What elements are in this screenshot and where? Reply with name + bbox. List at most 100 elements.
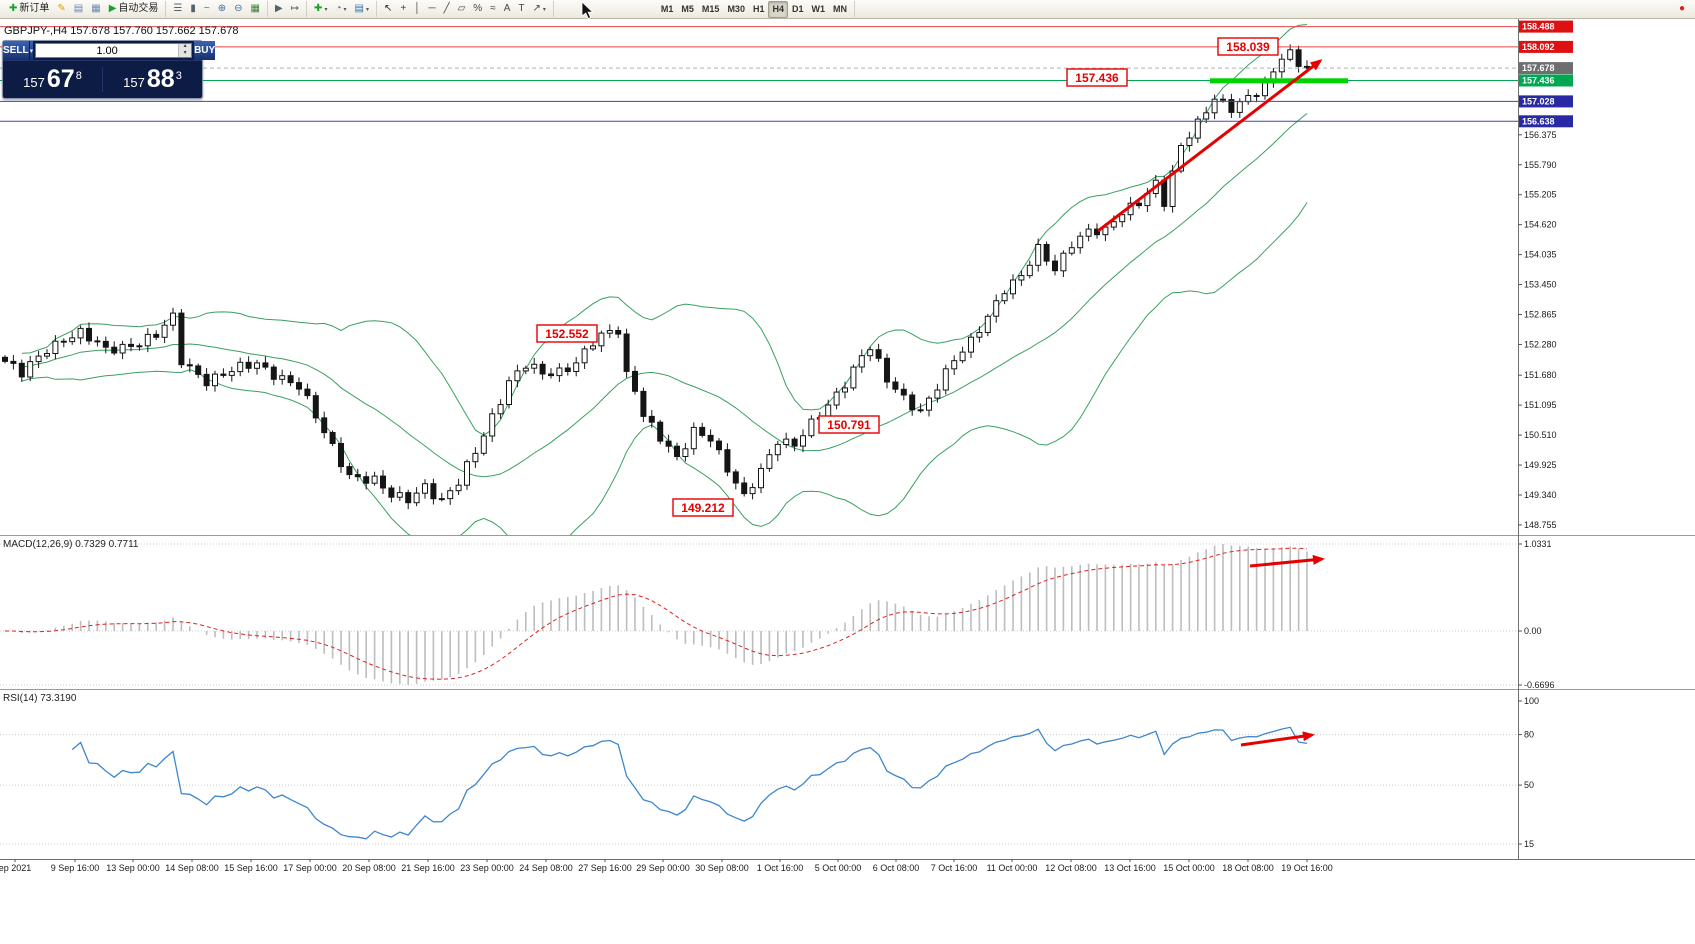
new-order-button[interactable]: ✚ 新订单 [9, 3, 50, 14]
tf-h4-button[interactable]: H4 [768, 0, 788, 18]
arrows-button[interactable]: ↗ ▾ [532, 3, 546, 14]
autotrading-button[interactable]: ▶ 自动交易 [108, 3, 159, 14]
axis-price-marker [1519, 62, 1573, 75]
axis-price-marker [1519, 40, 1573, 53]
svg-text:20 Sep 08:00: 20 Sep 08:00 [342, 863, 396, 873]
label-button[interactable]: T [518, 3, 525, 14]
svg-text:152.552: 152.552 [545, 327, 589, 341]
trendline-button[interactable]: ╱ [443, 3, 450, 14]
svg-text:157.028: 157.028 [1522, 96, 1555, 106]
channel-button[interactable]: ▱ [457, 3, 466, 14]
periods-button[interactable]: ◔ ▾ [335, 3, 347, 14]
fibonacci-button[interactable]: % [473, 3, 483, 14]
market-watch-icon[interactable]: ▦ [91, 3, 101, 14]
waves-button[interactable]: ≈ [490, 3, 496, 14]
trend-arrow[interactable] [1249, 554, 1325, 568]
tf-m30-button[interactable]: M30 [727, 3, 745, 14]
svg-text:149.925: 149.925 [1524, 460, 1557, 470]
sell-price-display[interactable]: 157 67 8 [3, 66, 102, 92]
svg-text:50: 50 [1524, 780, 1534, 790]
volume-box: ▴ ▾ [35, 43, 193, 58]
svg-text:80: 80 [1524, 730, 1534, 740]
tf-h1-button[interactable]: H1 [752, 3, 765, 14]
svg-text:154.035: 154.035 [1524, 250, 1557, 260]
buy-button[interactable]: BUY [194, 41, 216, 60]
svg-text:6 Oct 08:00: 6 Oct 08:00 [873, 863, 920, 873]
trend-arrow[interactable] [1240, 731, 1315, 747]
buy-price-display[interactable]: 157 88 3 [102, 66, 202, 92]
svg-text:156.375: 156.375 [1524, 130, 1557, 140]
tf-mn-button[interactable]: MN [833, 3, 847, 14]
bollinger-lower [21, 202, 1308, 535]
svg-text:150.791: 150.791 [827, 418, 871, 432]
tf-w1-button[interactable]: W1 [811, 3, 826, 14]
sell-price-point: 8 [75, 69, 82, 82]
price-tag[interactable] [1217, 37, 1279, 56]
svg-text:100: 100 [1524, 696, 1539, 706]
price-tag[interactable] [818, 415, 880, 434]
auto-scroll-button[interactable]: ▶ [274, 3, 283, 14]
svg-text:1 Oct 16:00: 1 Oct 16:00 [757, 863, 804, 873]
sell-price-big-figure: 157 [23, 74, 45, 90]
svg-text:157.436: 157.436 [1522, 75, 1555, 85]
zoom-in-button[interactable]: ⊕ [217, 3, 227, 14]
bollinger-bands [21, 24, 1308, 535]
alert-icon[interactable]: ● [1678, 3, 1685, 14]
sell-options-dropdown[interactable]: ▾ [28, 41, 34, 60]
cursor-button[interactable]: ↖ [383, 3, 393, 14]
price-tag[interactable] [672, 498, 734, 517]
tf-d1-button[interactable]: D1 [791, 3, 804, 14]
svg-text:151.095: 151.095 [1524, 400, 1557, 410]
axis-price-marker [1519, 20, 1573, 33]
chart-window[interactable]: 156.375 155.790 155.205 154.620 154.035 153.4… [0, 19, 1695, 943]
crosshair-button[interactable]: + [400, 3, 407, 14]
tf-m1-button[interactable]: M1 [660, 3, 674, 14]
buy-price-point: 3 [175, 69, 182, 82]
tf-m15-button[interactable]: M15 [701, 3, 720, 14]
svg-text:14 Sep 08:00: 14 Sep 08:00 [165, 863, 219, 873]
tf-m5-button[interactable]: M5 [681, 3, 694, 14]
axis-price-marker [1519, 115, 1573, 128]
price-chart[interactable]: 156.375 155.790 155.205 154.620 154.035 153.4… [0, 19, 1695, 944]
indicators-button[interactable]: ✚ ▾ [314, 3, 328, 14]
profiles-icon[interactable]: ▤ [73, 3, 84, 14]
horizontal-level-lines[interactable] [0, 26, 1518, 122]
metaeditor-icon[interactable]: ✎ [57, 3, 66, 14]
bollinger-middle [21, 113, 1308, 478]
text-button[interactable]: A [503, 3, 511, 14]
svg-text:152.280: 152.280 [1524, 339, 1557, 349]
price-tag[interactable] [1066, 68, 1128, 87]
svg-text:150.510: 150.510 [1524, 430, 1557, 440]
svg-text:21 Sep 16:00: 21 Sep 16:00 [401, 863, 455, 873]
svg-text:158.488: 158.488 [1522, 22, 1555, 32]
chart-shift-button[interactable]: ↦ [290, 3, 300, 14]
candlestick-chart-button[interactable]: ▮ [190, 3, 196, 14]
svg-text:27 Sep 16:00: 27 Sep 16:00 [578, 863, 632, 873]
sell-button[interactable]: SELL [3, 41, 29, 60]
price-tag[interactable] [536, 324, 598, 343]
horizontal-line-button[interactable]: ─ [428, 3, 436, 14]
trend-arrow[interactable] [1097, 59, 1323, 233]
volume-input[interactable] [36, 44, 179, 57]
bar-chart-button[interactable]: ☰ [173, 3, 183, 14]
zoom-out-button[interactable]: ⊖ [234, 3, 243, 14]
support-zone-bar[interactable] [1210, 78, 1348, 84]
svg-text:9 Sep 16:00: 9 Sep 16:00 [51, 863, 100, 873]
svg-text:7 Oct 16:00: 7 Oct 16:00 [931, 863, 978, 873]
volume-decrease-button[interactable]: ▾ [183, 49, 187, 56]
svg-text:153.450: 153.450 [1524, 280, 1557, 290]
svg-text:158.092: 158.092 [1522, 42, 1555, 52]
buy-price-big-figure: 157 [123, 74, 145, 90]
svg-text:13 Oct 16:00: 13 Oct 16:00 [1104, 863, 1156, 873]
vertical-line-button[interactable]: │ [414, 3, 421, 14]
svg-text:29 Sep 00:00: 29 Sep 00:00 [636, 863, 690, 873]
svg-text:155.790: 155.790 [1524, 160, 1557, 170]
svg-text:5 Oct 00:00: 5 Oct 00:00 [815, 863, 862, 873]
templates-button[interactable]: ▤ ▾ [354, 3, 369, 14]
tile-windows-button[interactable]: ▦ [250, 3, 260, 14]
svg-text:15 Oct 00:00: 15 Oct 00:00 [1163, 863, 1215, 873]
line-chart-button[interactable]: ~ [203, 3, 210, 14]
volume-increase-button[interactable]: ▴ [183, 43, 187, 49]
svg-text:1.0331: 1.0331 [1524, 539, 1552, 549]
